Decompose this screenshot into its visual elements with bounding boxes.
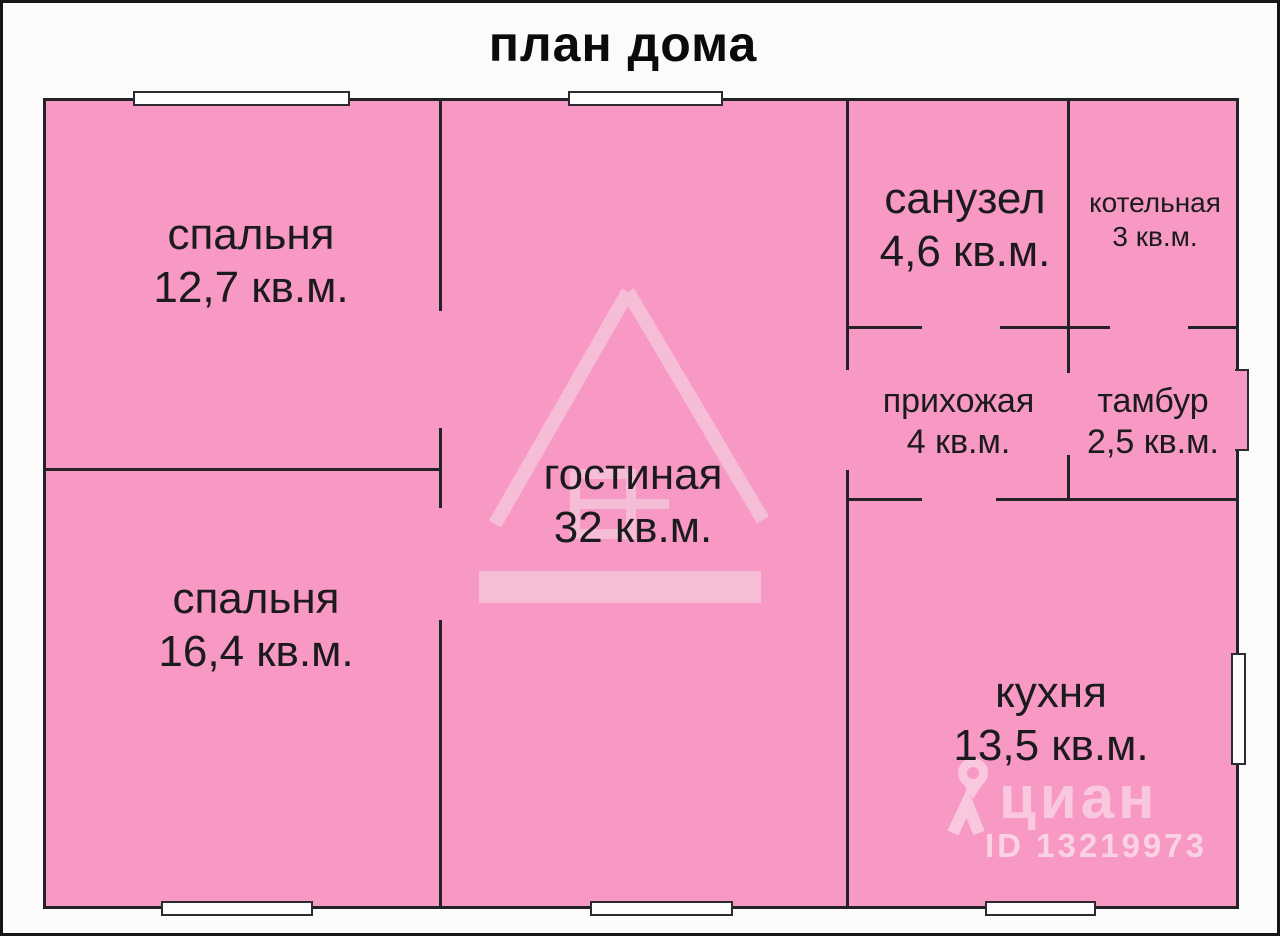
room-kitchen: кухня 13,5 кв.м. bbox=[911, 667, 1191, 773]
window bbox=[1231, 653, 1246, 765]
room-hallway: прихожая 4 кв.м. bbox=[851, 381, 1066, 463]
brand-watermark-corner: циан ID 13219973 bbox=[933, 758, 1223, 873]
wall-bedrooms-living bbox=[439, 101, 442, 311]
room-name: гостиная bbox=[543, 450, 723, 499]
room-name: прихожая bbox=[882, 382, 1035, 420]
room-bedroom-2: спальня 16,4 кв.м. bbox=[101, 573, 411, 679]
wall-boiler-vestibule bbox=[1188, 326, 1239, 329]
room-name: тамбур bbox=[1097, 382, 1209, 420]
window bbox=[985, 901, 1096, 916]
window bbox=[568, 91, 723, 106]
entrance-door bbox=[1235, 369, 1249, 451]
window bbox=[161, 901, 313, 916]
floor-plan: циан ID 13219973 спальня 12,7 кв.м. bbox=[43, 91, 1249, 916]
wall-vestibule-kitchen bbox=[996, 498, 1239, 501]
wall-hallway-vestibule bbox=[1067, 455, 1070, 501]
brand-watermark-logo bbox=[479, 288, 770, 603]
room-area: 13,5 кв.м. bbox=[953, 720, 1149, 770]
room-vestibule: тамбур 2,5 кв.м. bbox=[1068, 381, 1238, 463]
room-area: 2,5 кв.м. bbox=[1087, 422, 1219, 461]
wall-bathroom-hallway bbox=[846, 326, 922, 329]
wall-hallway-kitchen bbox=[846, 498, 922, 501]
room-name: спальня bbox=[172, 574, 340, 623]
room-boiler: котельная 3 кв.м. bbox=[1070, 186, 1240, 253]
page-title: план дома bbox=[488, 16, 758, 72]
brand-watermark-text: циан bbox=[999, 764, 1159, 831]
room-living: гостиная 32 кв.м. bbox=[473, 449, 793, 555]
room-area: 4,6 кв.м. bbox=[879, 226, 1051, 276]
room-bedroom-1: спальня 12,7 кв.м. bbox=[96, 209, 406, 315]
room-area: 12,7 кв.м. bbox=[153, 262, 349, 312]
wall-living-kitchen bbox=[846, 470, 849, 906]
watermark-id-text: ID 13219973 bbox=[985, 827, 1207, 864]
wall-bedrooms-living bbox=[439, 620, 442, 906]
room-bathroom: санузел 4,6 кв.м. bbox=[855, 173, 1075, 279]
map-pin-icon bbox=[947, 758, 988, 836]
room-area: 32 кв.м. bbox=[553, 502, 713, 552]
room-name: спальня bbox=[167, 210, 335, 259]
window bbox=[590, 901, 733, 916]
room-name: котельная bbox=[1089, 187, 1221, 218]
room-area: 3 кв.м. bbox=[1112, 220, 1198, 252]
wall-bathroom-boiler bbox=[1067, 101, 1070, 373]
room-area: 4 кв.м. bbox=[906, 422, 1011, 461]
window bbox=[133, 91, 350, 106]
wall-bedroom-divider bbox=[46, 468, 442, 471]
room-name: кухня bbox=[995, 668, 1107, 717]
wall-bathroom-hallway bbox=[1000, 326, 1110, 329]
room-area: 16,4 кв.м. bbox=[158, 626, 354, 676]
wall-living-rightwing bbox=[846, 101, 849, 370]
room-name: санузел bbox=[884, 174, 1046, 223]
